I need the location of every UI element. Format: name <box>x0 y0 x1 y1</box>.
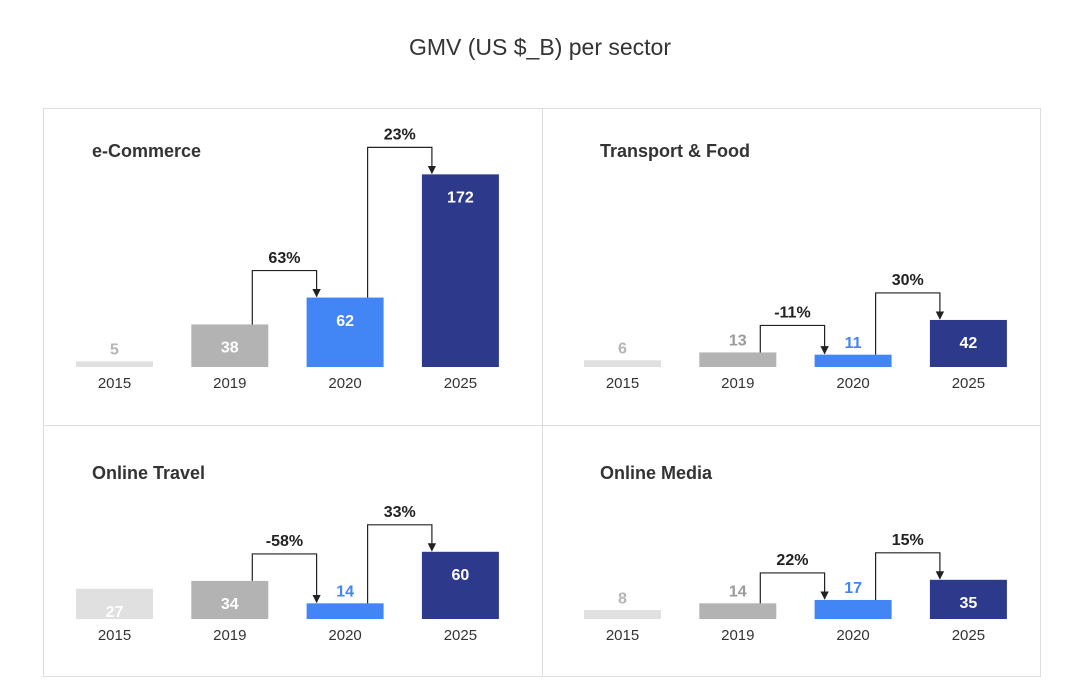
x-tick-label: 2025 <box>444 375 477 392</box>
value-label: 8 <box>618 590 627 607</box>
bar <box>699 352 777 367</box>
page-title: GMV (US $_B) per sector <box>409 34 671 60</box>
bar <box>306 603 384 619</box>
x-tick-label: 2020 <box>328 375 361 392</box>
growth-arrow <box>875 552 945 600</box>
bar <box>191 580 269 619</box>
x-tick-label: 2025 <box>952 375 985 392</box>
x-tick-label: 2025 <box>444 627 477 644</box>
value-label: 62 <box>336 313 354 330</box>
growth-label: 63% <box>268 250 300 267</box>
x-tick-label: 2019 <box>721 627 754 644</box>
value-label: 42 <box>960 335 978 352</box>
x-tick-label: 2020 <box>328 627 361 644</box>
value-label: 172 <box>447 190 474 207</box>
x-tick-label: 2020 <box>836 375 869 392</box>
growth-label: 23% <box>384 127 416 144</box>
bar <box>584 360 661 367</box>
panel-title: Online Media <box>600 463 713 483</box>
growth-arrow <box>367 524 437 604</box>
value-label: 38 <box>221 340 239 357</box>
value-label: 11 <box>845 335 862 352</box>
growth-arrow <box>759 572 829 604</box>
x-tick-label: 2015 <box>98 627 131 644</box>
growth-arrow <box>759 324 829 355</box>
growth-arrow <box>251 553 321 604</box>
growth-arrow <box>875 292 945 355</box>
value-label: 27 <box>106 604 124 621</box>
value-label: 14 <box>729 584 747 601</box>
bar <box>814 354 892 367</box>
bar <box>306 297 384 367</box>
growth-label: 22% <box>776 552 808 569</box>
x-tick-label: 2015 <box>98 375 131 392</box>
value-label: 5 <box>110 342 119 359</box>
value-label: 14 <box>336 584 354 601</box>
bar <box>421 551 499 619</box>
bar <box>814 599 892 619</box>
growth-arrow <box>251 269 321 325</box>
growth-label: -11% <box>774 305 810 322</box>
bar <box>76 361 153 367</box>
value-label: 60 <box>452 567 470 584</box>
growth-label: 33% <box>384 504 416 521</box>
x-tick-label: 2015 <box>606 627 639 644</box>
panel-title: e-Commerce <box>92 141 201 161</box>
bar <box>929 319 1007 367</box>
x-tick-label: 2019 <box>213 375 246 392</box>
x-tick-label: 2015 <box>606 375 639 392</box>
value-label: 34 <box>221 596 239 613</box>
panel-title: Online Travel <box>92 463 205 483</box>
growth-arrow <box>367 146 437 298</box>
bar <box>76 588 153 619</box>
panel-title: Transport & Food <box>600 141 750 161</box>
x-tick-label: 2020 <box>836 627 869 644</box>
x-tick-label: 2019 <box>721 375 754 392</box>
bar <box>699 603 777 619</box>
value-label: 17 <box>844 580 862 597</box>
bar <box>421 174 499 367</box>
growth-label: 15% <box>892 532 924 549</box>
bar <box>191 324 269 367</box>
growth-label: 30% <box>892 272 924 289</box>
bar <box>929 579 1007 619</box>
value-label: 6 <box>618 340 627 357</box>
x-tick-label: 2025 <box>952 627 985 644</box>
x-tick-label: 2019 <box>213 627 246 644</box>
value-label: 13 <box>729 333 747 350</box>
growth-label: -58% <box>266 533 303 550</box>
value-label: 35 <box>960 595 978 612</box>
bar <box>584 610 661 619</box>
